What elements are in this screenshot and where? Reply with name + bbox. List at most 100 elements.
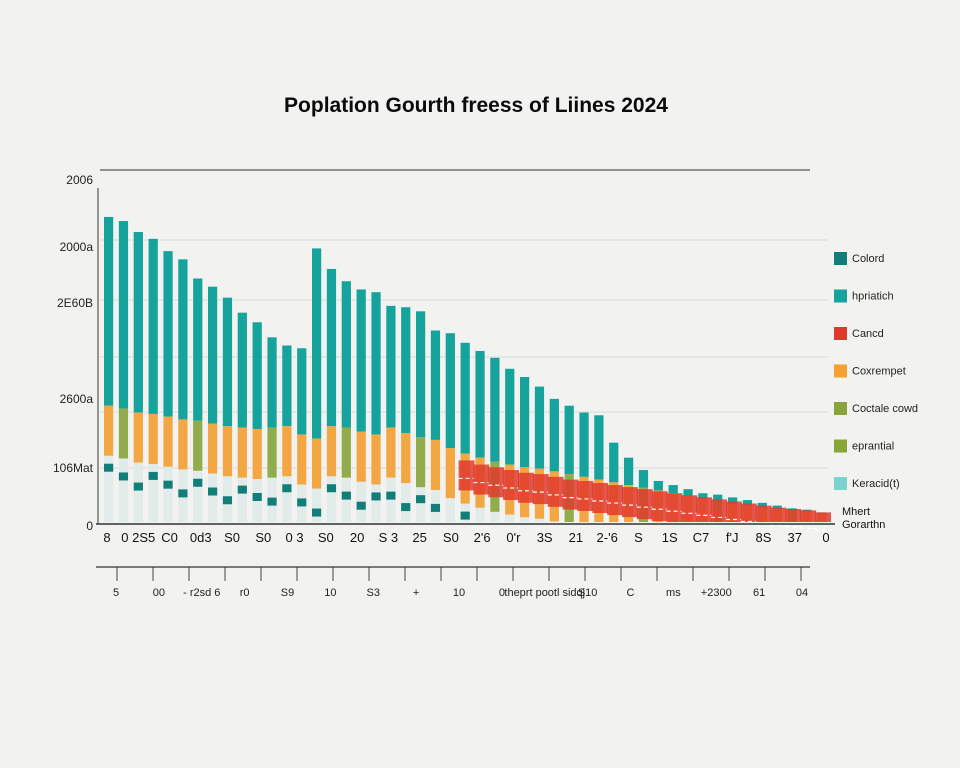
bar-marker: [386, 491, 396, 500]
x-tick-label: S0: [318, 530, 334, 545]
secondary-x-tick-label: 10: [453, 587, 465, 599]
bar-orange: [267, 427, 277, 478]
x-tick-label: 21: [569, 530, 583, 545]
bar-orange: [163, 416, 173, 467]
corner-note-line-2: Gorarthn: [842, 519, 885, 531]
x-tick-label: S0: [443, 530, 459, 545]
legend-label: eprantial: [852, 441, 894, 453]
x-tick-label: S: [634, 530, 643, 545]
bar-teal: [371, 292, 381, 435]
bar-red: [473, 464, 490, 495]
x-tick-label: S0: [224, 530, 240, 545]
bar-red: [592, 483, 609, 514]
bar-orange: [133, 412, 143, 463]
bar-orange: [430, 439, 441, 490]
bar-teal: [297, 348, 307, 435]
secondary-x-tick-label: 10: [324, 587, 336, 599]
bar-orange: [401, 433, 411, 484]
bar-red: [666, 493, 683, 522]
bar-red: [770, 507, 787, 522]
x-tick-label: 2-'6: [597, 530, 618, 545]
bar-red: [740, 503, 757, 522]
bar-red: [562, 479, 579, 510]
bar-orange: [297, 434, 307, 485]
secondary-x-tick-label: - r2sd 6: [183, 587, 220, 599]
bar-orange: [386, 427, 396, 478]
bar-orange: [193, 420, 203, 471]
secondary-x-tick-label: S3: [367, 587, 380, 599]
secondary-x-tick-label: 5: [113, 587, 119, 599]
bar-orange: [371, 434, 381, 485]
x-tick-label: 8S: [756, 530, 772, 545]
secondary-x-tick-label: 0: [499, 587, 505, 599]
bar-teal: [267, 337, 277, 428]
x-tick-label: f'J: [726, 530, 739, 545]
bar-marker: [460, 511, 470, 520]
x-tick-label: C7: [693, 530, 710, 545]
bar-teal: [653, 480, 663, 491]
bar-red: [518, 472, 534, 503]
bar-marker: [133, 482, 143, 491]
bar-teal: [193, 278, 203, 421]
y-tick-label: 2600a: [60, 392, 94, 406]
bar-teal: [326, 268, 337, 427]
bar-marker: [297, 498, 307, 507]
bar-red: [636, 489, 653, 520]
bar-marker: [237, 485, 247, 494]
bar-teal: [772, 505, 782, 510]
legend-swatch: [834, 402, 847, 415]
x-tick-label: 37: [788, 530, 802, 545]
bar-orange: [148, 413, 158, 464]
legend-label: Coxrempet: [852, 366, 906, 378]
x-tick-label: 3S: [537, 530, 553, 545]
bar-teal: [148, 238, 158, 414]
bar-teal: [208, 286, 218, 424]
x-tick-label: 0 3: [286, 530, 304, 545]
bar-orange: [312, 438, 322, 489]
x-tick-label: 1S: [662, 530, 678, 545]
bar-teal: [534, 386, 545, 469]
bar-orange: [237, 427, 247, 478]
bar-teal: [133, 231, 143, 413]
secondary-x-tick-label: 04: [796, 587, 808, 599]
bar-red: [532, 474, 549, 505]
chart-title: Poplation Gourth freess of Liines 2024: [284, 94, 668, 117]
bar-marker: [118, 472, 129, 481]
bar-red: [651, 491, 668, 522]
bar-marker: [163, 480, 173, 489]
bar-teal: [505, 368, 515, 465]
bar-marker: [267, 497, 277, 506]
bar-teal: [742, 500, 753, 506]
bar-teal: [698, 493, 708, 499]
secondary-x-tick-label: theprt pootl sidqj: [504, 587, 585, 599]
bar-teal: [624, 457, 634, 486]
bar-teal: [104, 216, 114, 406]
y-tick-label: 0: [86, 519, 93, 533]
bar-teal: [757, 502, 767, 508]
bar-marker: [282, 484, 292, 493]
bar-marker: [208, 487, 218, 496]
bar-red: [815, 512, 831, 522]
bar-red: [785, 509, 802, 522]
secondary-x-tick-label: +: [413, 587, 419, 599]
bar-orange: [208, 423, 218, 474]
bar-marker: [356, 501, 366, 510]
bar-teal: [118, 221, 129, 409]
bar-teal: [430, 330, 441, 440]
x-tick-label: 0d3: [190, 530, 212, 545]
bar-red: [800, 510, 817, 522]
secondary-x-tick-label: S9: [281, 587, 294, 599]
x-tick-label: 0'r: [506, 530, 521, 545]
secondary-x-tick-labels: 5 00 - r2sd 6 r0 S9 10 S3 +10 0 theprt pootl sidq…: [113, 587, 808, 599]
bar-teal: [163, 251, 173, 417]
bar-red: [607, 485, 623, 516]
bar-teal: [386, 305, 396, 428]
bar-teal: [713, 494, 723, 502]
bar-orange: [252, 428, 262, 479]
bar-red: [696, 497, 713, 522]
bar-orange: [178, 419, 188, 470]
y-tick-label: 2E60B: [57, 296, 93, 310]
secondary-x-tick-label: 61: [753, 587, 765, 599]
bar-teal: [312, 248, 322, 439]
